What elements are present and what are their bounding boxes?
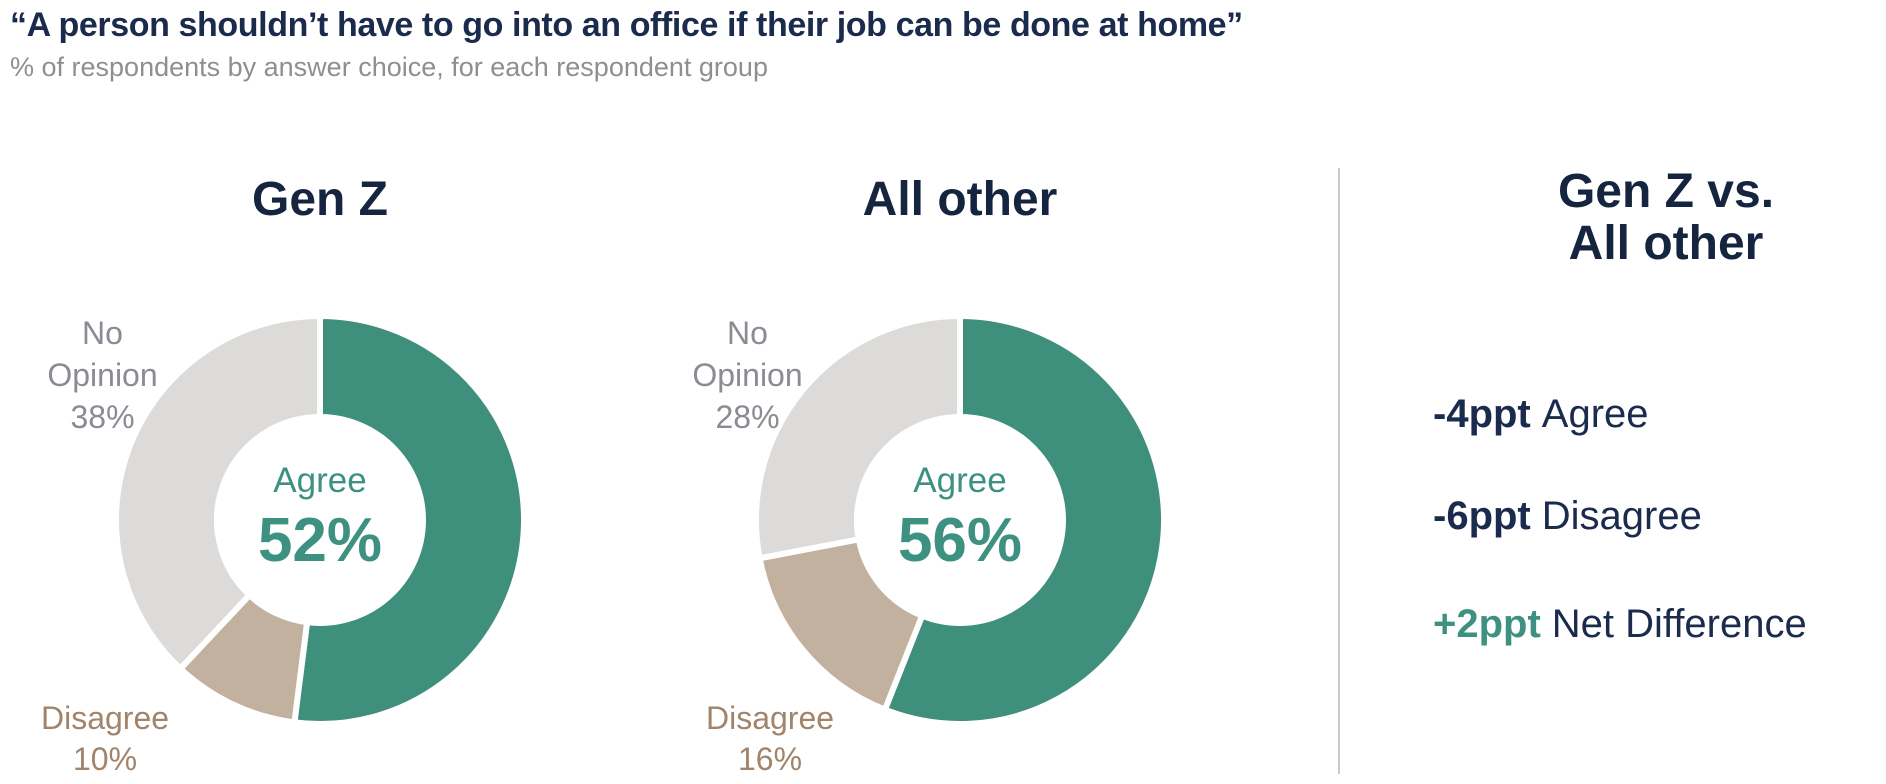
page-subtitle: % of respondents by answer choice, for e… [10,52,768,82]
divider-line [1338,168,1340,774]
comparison-title: Gen Z vs. All other [1460,166,1872,270]
donut-segment-no-opinion [753,312,963,562]
comparison-value-agree: -4ppt [1433,392,1531,436]
label-line: 16% [737,741,803,777]
comparison-label-agree: Agree [1541,392,1649,436]
donut-segment-disagree [756,535,926,714]
page-title: “A person shouldn’t have to go into an o… [10,6,1243,44]
label-line: 38% [70,399,135,435]
donut-chart-all-other [753,312,1167,727]
comparison-label-net-difference: Net Difference [1551,602,1807,646]
donut-segment-no-opinion [112,312,323,673]
label-line: 28% [715,399,780,435]
comparison-title-line2: All other [1568,217,1764,270]
label-line: No [727,315,768,351]
label-no-opinion-all-other: No Opinion 28% [645,312,850,438]
comparison-value-net-difference: +2ppt [1433,602,1541,646]
comparison-item-agree: -4ppt Agree [1433,390,1649,438]
comparison-item-net-difference: +2ppt Net Difference [1433,600,1807,648]
label-line: Opinion [47,357,158,393]
comparison-value-disagree: -6ppt [1433,494,1531,538]
label-line: Disagree [705,700,835,736]
donut-segment-agree [291,312,527,727]
comparison-label-disagree: Disagree [1541,494,1702,538]
comparison-item-disagree: -6ppt Disagree [1433,492,1702,540]
label-no-opinion-gen-z: No Opinion 38% [0,312,205,438]
comparison-title-line1: Gen Z vs. [1557,165,1775,218]
label-line: Disagree [40,700,170,736]
donut-heading-all-other: All other [862,173,1058,226]
donut-chart-gen-z [112,312,527,727]
label-disagree-all-other: Disagree 16% [665,698,875,780]
donut-segment-agree [881,312,1167,727]
donut-heading-gen-z: Gen Z [251,173,388,226]
label-line: 10% [72,741,138,777]
label-line: Opinion [692,357,803,393]
label-disagree-gen-z: Disagree 10% [0,698,210,780]
label-line: No [82,315,123,351]
